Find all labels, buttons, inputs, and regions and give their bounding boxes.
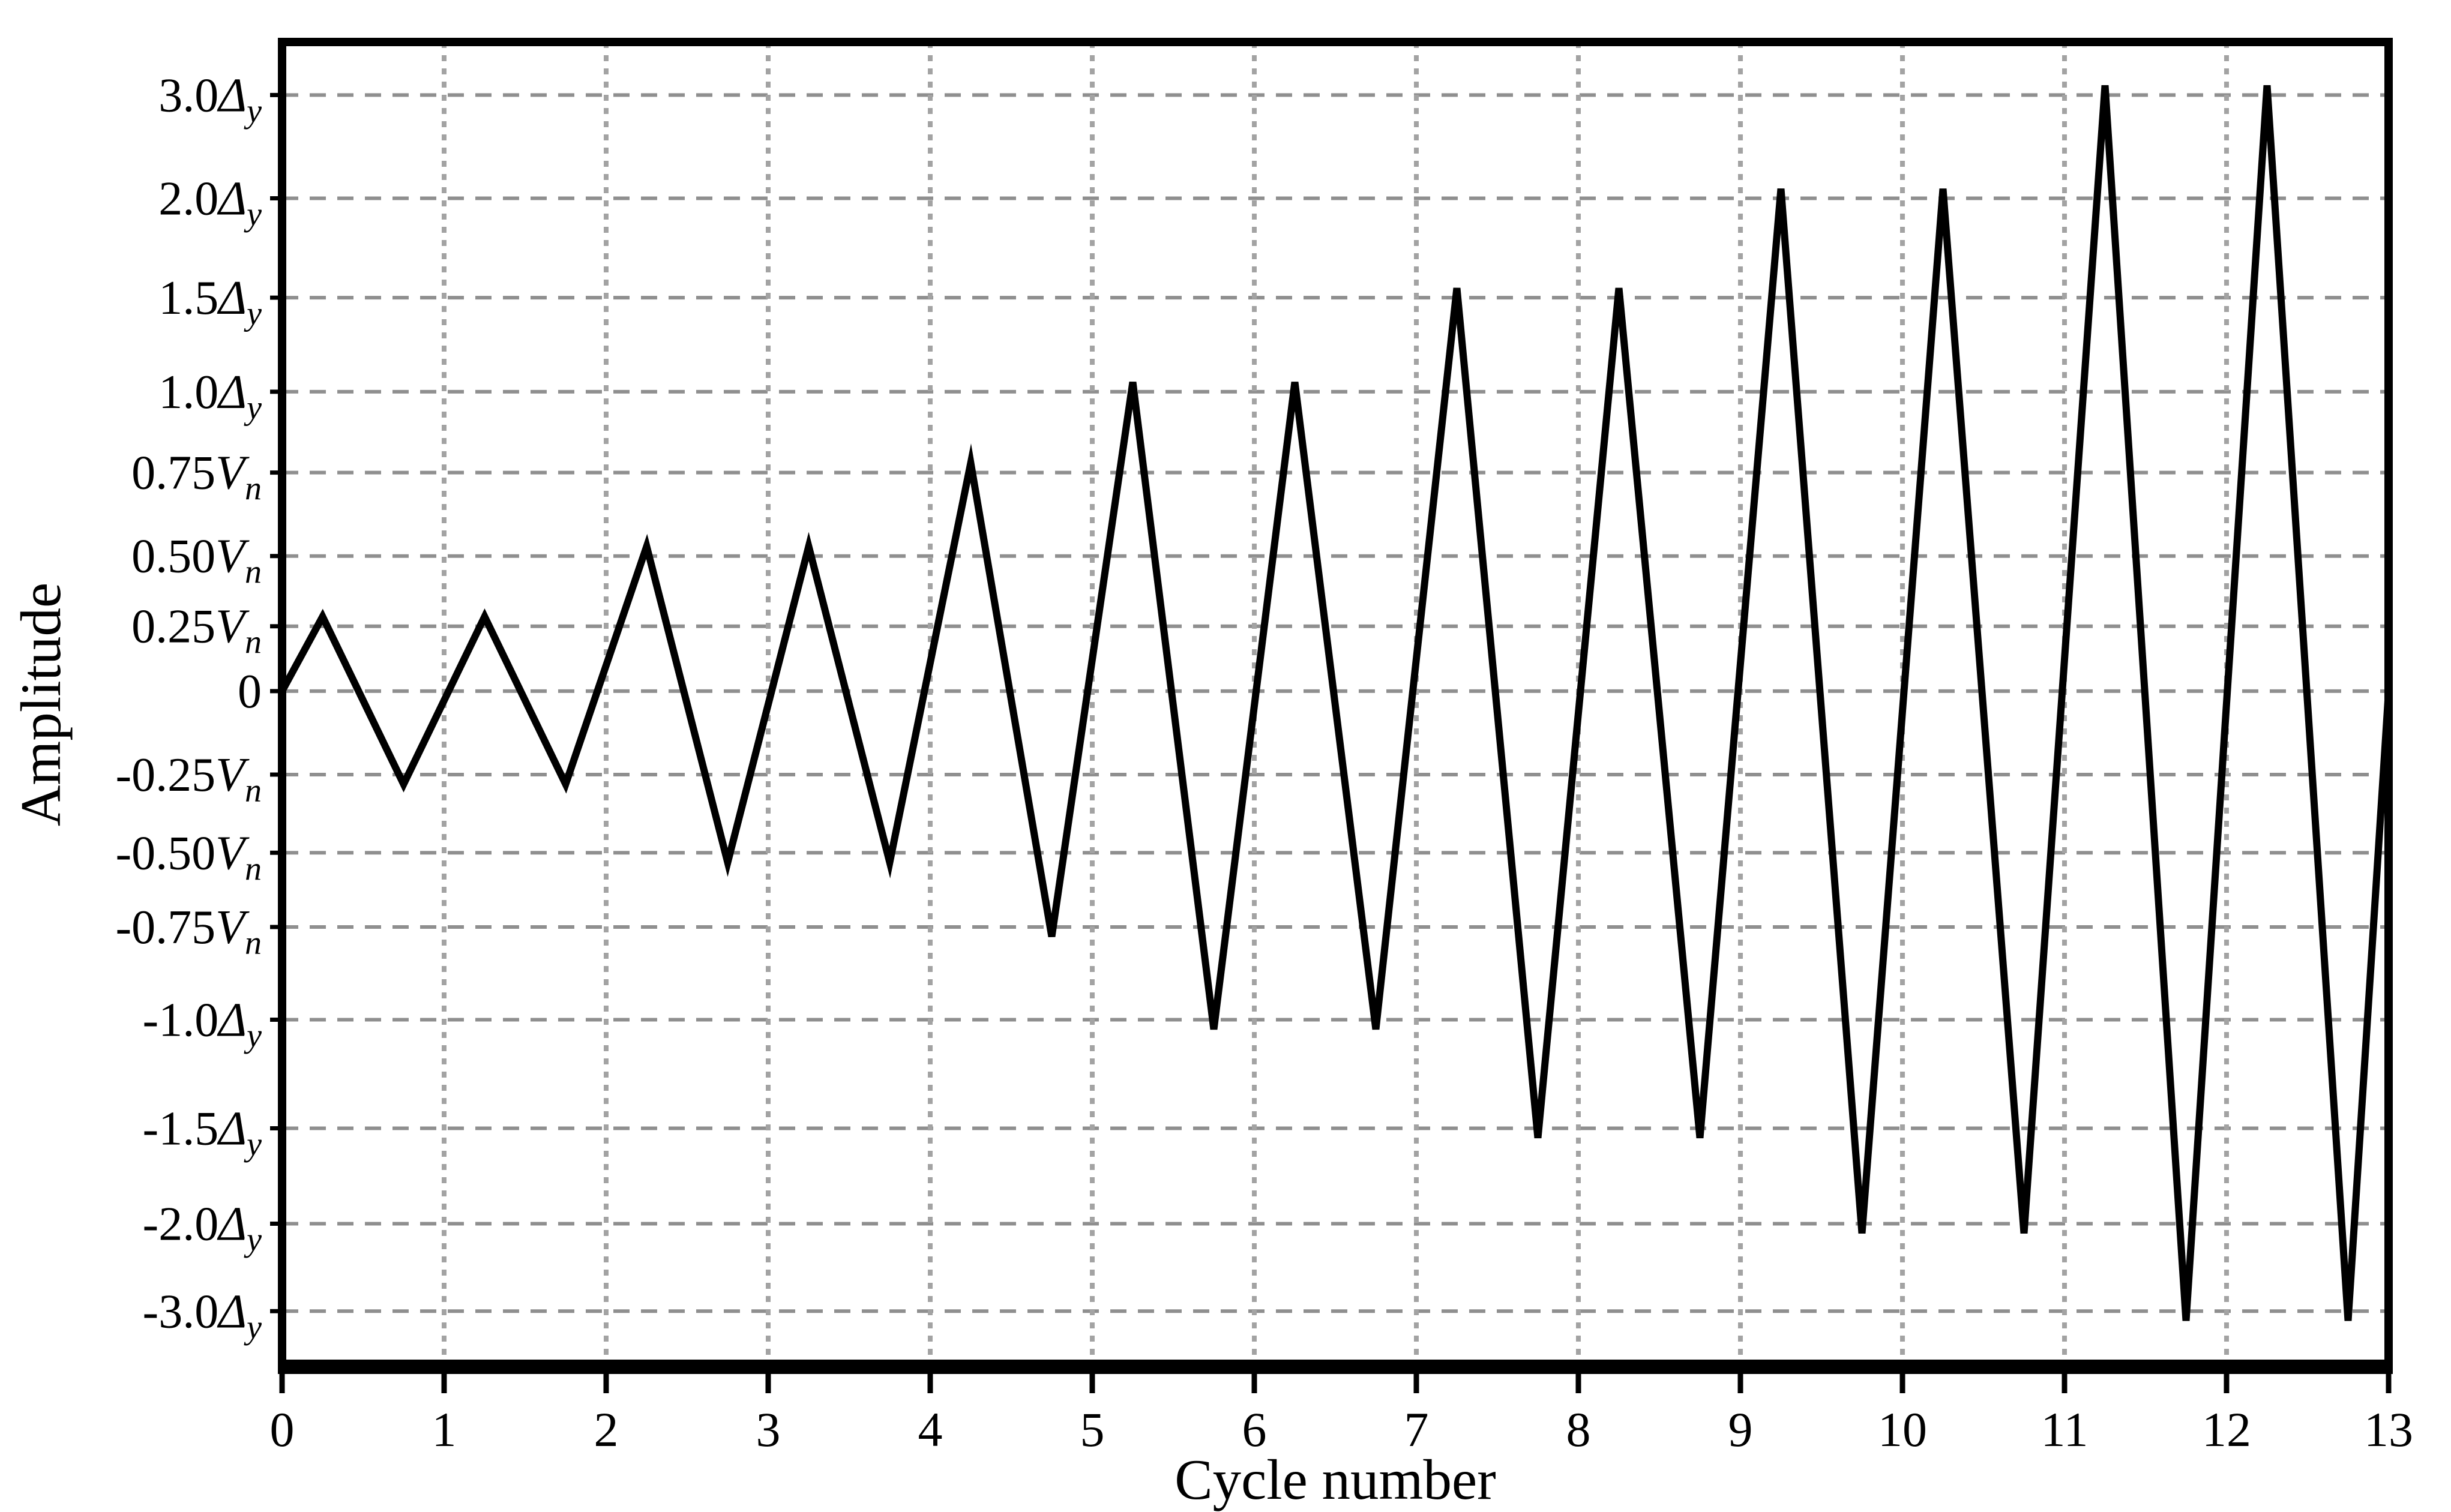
x-tick-label: 13 bbox=[2364, 1402, 2413, 1457]
x-tick-label: 0 bbox=[270, 1402, 295, 1457]
x-tick-label: 9 bbox=[1728, 1402, 1753, 1457]
x-tick-label: 5 bbox=[1080, 1402, 1105, 1457]
y-tick-label: 0.50Vn bbox=[131, 530, 262, 591]
y-tick-label: -0.75Vn bbox=[115, 901, 262, 962]
y-tick-label: 0.75Vn bbox=[131, 447, 262, 508]
x-tick-label: 8 bbox=[1566, 1402, 1591, 1457]
x-tick-label: 2 bbox=[594, 1402, 619, 1457]
x-tick-label: 1 bbox=[432, 1402, 457, 1457]
x-axis-title: Cycle number bbox=[1174, 1448, 1496, 1511]
x-tick-label: 4 bbox=[918, 1402, 943, 1457]
y-tick-label: 0 bbox=[238, 665, 262, 718]
y-tick-label: 1.5Δy bbox=[158, 272, 262, 332]
x-tick-label: 10 bbox=[1878, 1402, 1927, 1457]
y-tick-label: 1.0Δy bbox=[158, 366, 262, 427]
y-tick-label: -2.0Δy bbox=[143, 1198, 262, 1259]
x-axis-ticks bbox=[279, 1374, 2392, 1393]
y-axis-title: Amplitude bbox=[9, 583, 73, 826]
h-gridlines bbox=[282, 93, 2389, 1313]
x-tick-label: 12 bbox=[2202, 1402, 2251, 1457]
x-tick-label: 3 bbox=[756, 1402, 781, 1457]
y-tick-label: -3.0Δy bbox=[143, 1285, 262, 1346]
y-tick-label: 2.0Δy bbox=[158, 173, 262, 233]
y-tick-label: -0.25Vn bbox=[115, 749, 262, 809]
y-tick-label: -1.0Δy bbox=[143, 994, 262, 1055]
y-tick-label: -0.50Vn bbox=[115, 827, 262, 887]
y-tick-label: 0.25Vn bbox=[131, 601, 262, 661]
x-tick-label: 7 bbox=[1404, 1402, 1429, 1457]
y-tick-label: -1.5Δy bbox=[143, 1103, 262, 1163]
x-tick-label: 11 bbox=[2041, 1402, 2089, 1457]
y-tick-label: 3.0Δy bbox=[158, 69, 262, 130]
waveform-line bbox=[278, 85, 2392, 1321]
x-axis-labels: 0 1 2 3 4 5 6 7 8 9 10 11 12 13 bbox=[270, 1402, 2414, 1457]
x-tick-label: 6 bbox=[1242, 1402, 1267, 1457]
